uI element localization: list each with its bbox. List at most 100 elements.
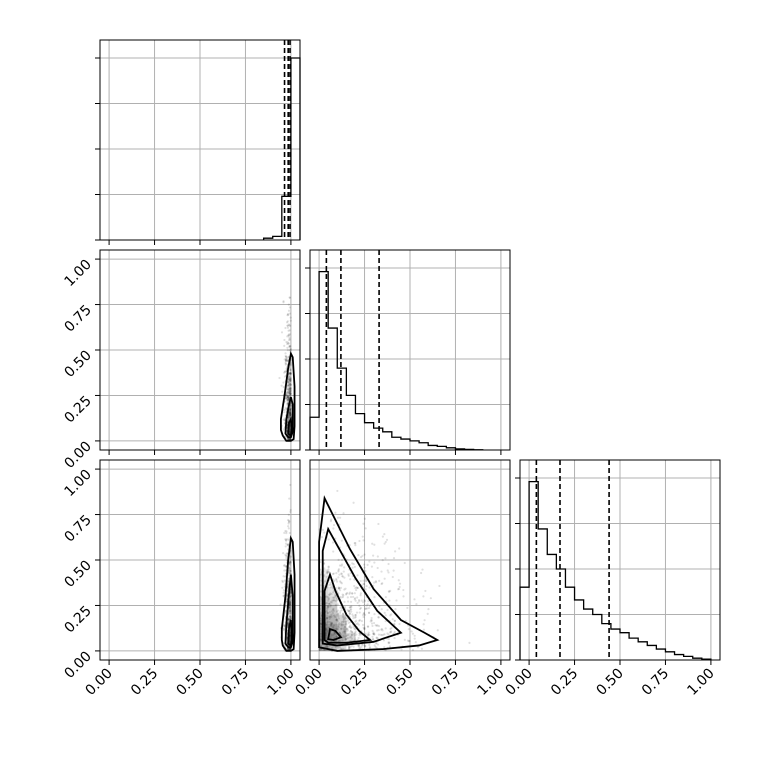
scatter-point [348,646,351,649]
scatter-point [289,368,292,371]
scatter-point [287,391,290,394]
scatter-point [354,637,357,640]
scatter-point [349,600,353,603]
scatter-point [288,373,292,376]
scatter-point [282,300,285,303]
scatter-point [288,413,292,416]
scatter-point [330,633,333,637]
scatter-point [354,615,357,618]
scatter-point [289,411,292,415]
scatter-point [289,510,292,514]
scatter-point [383,532,386,536]
scatter-point [388,599,391,602]
scatter-point [390,613,393,616]
scatter-point [289,411,292,415]
scatter-point [333,633,336,636]
scatter-point [353,584,356,588]
scatter-point [285,359,288,362]
scatter-point [286,342,289,346]
scatter-point [284,352,287,355]
scatter-point [387,633,390,636]
scatter-point [326,596,330,599]
contour-level-2 [284,397,294,439]
scatter-point [382,639,386,642]
scatter-point [373,632,376,636]
scatter-point [287,342,290,345]
scatter-point [336,646,340,649]
scatter-point [284,362,288,365]
scatter-point [285,367,288,370]
scatter-point [354,587,357,590]
scatter-point [372,554,375,557]
scatter-point [330,615,333,618]
scatter-point [288,378,291,381]
scatter-point [352,563,355,566]
scatter-point [330,624,333,627]
scatter-point [288,614,292,618]
scatter-point [335,635,339,638]
scatter-point [352,595,355,599]
scatter-point [326,629,329,632]
scatter-point [422,628,426,631]
contour-level-4 [327,627,343,641]
scatter-point [286,383,290,387]
scatter-point [286,594,289,597]
scatter-point [337,570,340,573]
density-cell [287,564,291,574]
scatter-point [373,543,376,546]
scatter-point [329,583,332,586]
scatter-point [386,632,389,635]
y-tick-label: 0.75 [61,512,94,545]
scatter-point [289,617,292,620]
scatter-point [387,641,390,645]
scatter-point [329,605,332,608]
scatter-point [287,418,290,421]
scatter-point [342,512,345,515]
scatter-point [329,581,332,585]
scatter-point [338,646,342,649]
scatter-point [325,602,328,605]
scatter-point [357,554,360,557]
scatter-point [393,619,396,623]
scatter-point [368,604,371,607]
scatter-point [387,571,390,574]
scatter-point [332,591,335,594]
scatter-point [285,393,288,396]
scatter-point [335,619,339,622]
scatter-point [288,338,291,341]
scatter-point [327,597,330,600]
scatter-point [387,590,390,593]
scatter-point [354,620,357,623]
scatter-point [349,646,352,649]
y-tick-label: 0.00 [61,438,94,471]
scatter-point [390,630,393,633]
scatter-point [288,412,292,415]
scatter-point [354,613,357,617]
scatter-point [288,414,291,417]
scatter-point [340,539,343,542]
contour-level-1 [280,535,296,652]
scatter-point [287,396,290,399]
scatter-point [289,408,292,412]
scatter-point [286,402,289,405]
scatter-point [344,617,347,620]
scatter-point [283,625,286,628]
scatter-point [327,605,330,608]
scatter-point [288,395,291,398]
scatter-point [288,379,291,383]
scatter-point [380,633,384,637]
scatter-point [371,624,374,628]
scatter-point [364,613,367,616]
scatter-point [357,636,360,640]
scatter-point [424,589,427,593]
scatter-point [381,535,384,538]
scatter-point [345,637,348,641]
scatter-point [353,627,356,630]
scatter-point [398,622,401,626]
panel-2-1 [309,459,511,661]
scatter-point [288,393,291,396]
scatter-point [347,647,351,650]
x-tick-label: 0.25 [548,666,581,699]
scatter-point [287,584,290,587]
scatter-point [355,623,358,626]
